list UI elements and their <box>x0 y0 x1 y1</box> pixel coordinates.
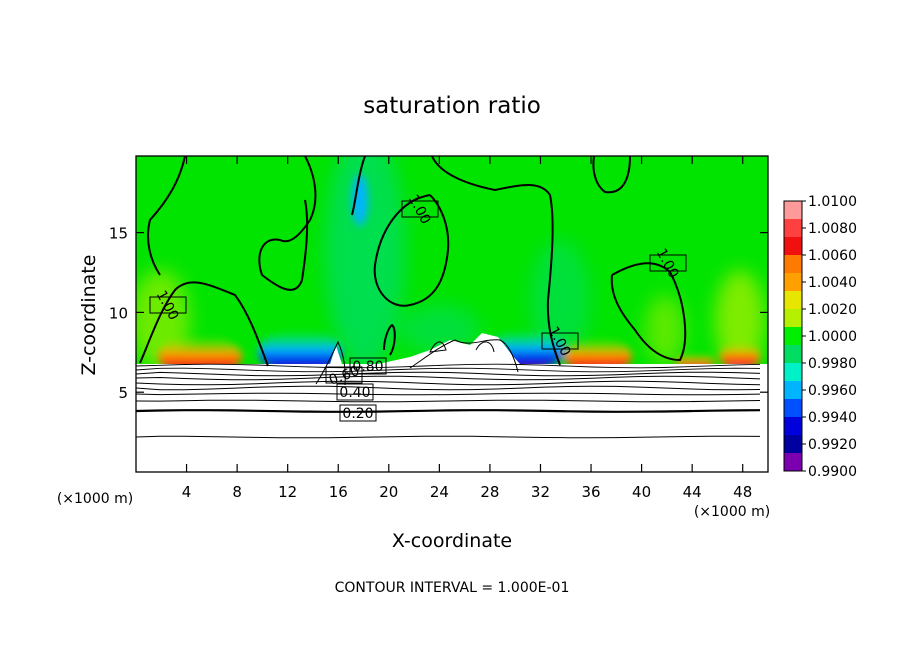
contour-line-lower <box>136 409 761 413</box>
colorbar-label: 0.9920 <box>808 437 857 453</box>
colorbar-swatch <box>784 381 802 400</box>
y-tick-label: 15 <box>109 225 128 243</box>
x-tick-label: 24 <box>430 483 449 501</box>
contour-line <box>592 156 631 194</box>
contour-line <box>431 156 561 366</box>
contour-line-lower <box>136 435 761 439</box>
colorbar-swatch <box>784 345 802 364</box>
y-tick-label: 10 <box>109 304 128 322</box>
contour-line <box>147 156 186 276</box>
colorbar-label: 0.9940 <box>808 410 857 426</box>
chart-title: saturation ratio <box>363 93 541 119</box>
colorbar-swatch <box>784 327 802 346</box>
contour-label-bg <box>349 357 387 375</box>
contour-line-cloud <box>315 340 346 386</box>
contour-line <box>383 323 396 356</box>
contour-line-lower <box>136 363 761 369</box>
contour-label-bg <box>339 404 377 422</box>
contour-line-cloud <box>429 341 447 353</box>
plot-frame <box>135 155 769 473</box>
contour-interval-note: CONTOUR INTERVAL = 1.000E-01 <box>335 580 570 596</box>
contour-label-bg <box>149 296 187 314</box>
colorbar <box>783 200 803 472</box>
contour-line <box>139 281 269 367</box>
contour-label-bg <box>541 332 579 350</box>
colorbar-swatch <box>784 219 802 238</box>
contour-label-bg <box>325 366 363 384</box>
x-tick-label: 48 <box>733 483 752 501</box>
contour-line-lower <box>136 367 761 373</box>
contour-line-lower <box>136 392 761 396</box>
contour-line-cloud <box>409 339 519 373</box>
x-tick-label: 12 <box>278 483 297 501</box>
contour-line-lower <box>136 375 761 381</box>
contour-line <box>610 262 687 362</box>
colorbar-label: 0.9900 <box>808 464 857 480</box>
x-tick-label: 20 <box>379 483 398 501</box>
x-tick-label: 8 <box>232 483 242 501</box>
x-tick-label: 40 <box>632 483 651 501</box>
colorbar-swatch <box>784 363 802 382</box>
x-unit-label-left: (×1000 m) <box>57 491 133 507</box>
y-axis-label: Z-coordinate <box>78 255 100 376</box>
x-axis-label: X-coordinate <box>392 530 512 552</box>
x-tick-label: 44 <box>683 483 702 501</box>
contour-label-bg <box>649 254 687 272</box>
contour-label: 0.80 <box>352 359 383 375</box>
x-unit-label-right: (×1000 m) <box>694 504 770 520</box>
contour-label-bg <box>401 200 439 218</box>
contour-line-lower <box>136 380 761 386</box>
x-tick-label: 28 <box>480 483 499 501</box>
contour-line-lower <box>136 385 761 391</box>
colorbar-label: 1.0020 <box>808 302 857 318</box>
colorbar-swatch <box>784 273 802 292</box>
colorbar-label: 0.9980 <box>808 356 857 372</box>
x-tick-label: 4 <box>182 483 192 501</box>
x-tick-label: 32 <box>531 483 550 501</box>
contour-line-cloud <box>475 341 495 353</box>
colorbar-label: 1.0060 <box>808 248 857 264</box>
colorbar-swatch <box>784 237 802 256</box>
x-axis-ticks: 4 8 12 16 20 24 28 32 36 40 44 48 <box>182 156 752 501</box>
plot-area: 1.001.001.001.000.800.400.200.60 <box>136 156 768 472</box>
colorbar-labels: 1.0100 1.0080 1.0060 1.0040 1.0020 1.0000 0.99… <box>802 194 857 480</box>
colorbar-swatch <box>784 417 802 436</box>
contour-line-lower <box>136 371 761 377</box>
contour-line <box>373 194 450 307</box>
colorbar-swatch <box>784 201 802 220</box>
contour-label: 0.40 <box>339 385 370 401</box>
contour-line <box>351 156 366 216</box>
contour-line <box>258 156 317 291</box>
y-tick-label: 5 <box>118 384 128 402</box>
colorbar-label: 1.0040 <box>808 275 857 291</box>
colorbar-label: 1.0000 <box>808 329 857 345</box>
colorbar-swatch <box>784 309 802 328</box>
contour-label-bg <box>336 383 374 401</box>
colorbar-label: 0.9960 <box>808 383 857 399</box>
contour-label: 0.20 <box>342 406 373 422</box>
y-axis-ticks: 5 10 15 <box>109 225 768 402</box>
colorbar-label: 1.0100 <box>808 194 857 210</box>
colorbar-swatch <box>784 291 802 310</box>
x-tick-label: 36 <box>581 483 600 501</box>
contour-line-lower <box>136 399 761 403</box>
colorbar-label: 1.0080 <box>808 221 857 237</box>
x-tick-label: 16 <box>329 483 348 501</box>
colorbar-swatch <box>784 453 802 472</box>
colorbar-swatch <box>784 435 802 454</box>
colorbar-swatch <box>784 399 802 418</box>
colorbar-swatch <box>784 255 802 274</box>
